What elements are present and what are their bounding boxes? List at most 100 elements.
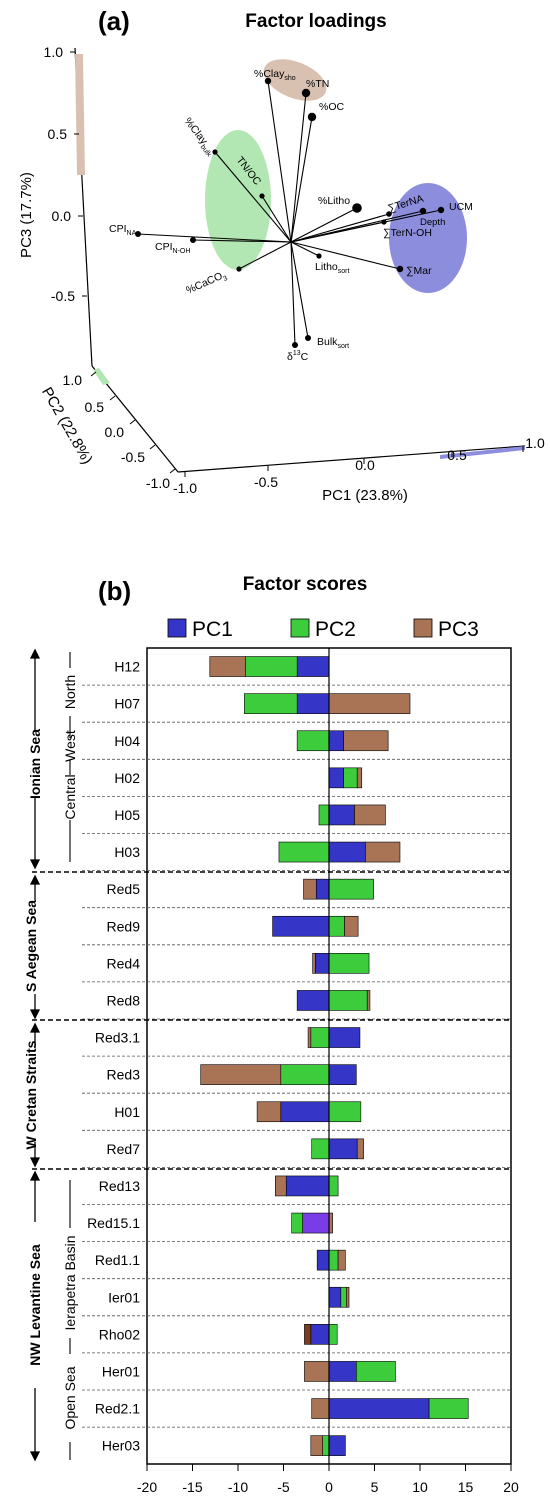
endpoint-bulk-sort [305, 335, 311, 341]
vector-litho [290, 207, 358, 243]
pc1-axis-label: PC1 (23.8%) [322, 487, 408, 504]
vector-tnoc [261, 195, 292, 243]
group-label-s-aegean-sea: S Aegean Sea [23, 900, 39, 992]
bar-pc2-h04 [296, 730, 330, 752]
bar-pc3-red3-1 [307, 1027, 312, 1048]
label-ternoh: ∑TerN-OH [383, 227, 432, 239]
bar-pc1-rho02 [310, 1324, 330, 1345]
endpoint-litho-sort [316, 253, 322, 259]
bar-pc1-red7 [328, 1138, 358, 1160]
pc1-tick-label: 0.0 [355, 457, 375, 473]
bar-pc1-h03 [328, 841, 366, 863]
legend-swatch-pc3 [413, 618, 433, 638]
bar-pc1-red4 [315, 953, 330, 974]
bar-pc2-red5 [328, 878, 374, 900]
label-tn: %TN [306, 78, 329, 90]
vector-endpoints [135, 77, 445, 348]
category-label: Red1.1 [95, 1252, 140, 1268]
endpoint-depth [419, 207, 427, 215]
category-label: Red9 [107, 918, 141, 934]
bar-pc2-red1-1 [328, 1249, 339, 1271]
bar-pc1-ier01 [328, 1286, 342, 1308]
bar-pc1-red15-1 [302, 1212, 330, 1234]
pc2-tick-label: 0.0 [105, 424, 125, 440]
legend-swatch-pc1 [167, 618, 187, 638]
vector-ternalk [290, 213, 390, 243]
x-tick-label: 10 [412, 1479, 428, 1495]
x-tick-label: -20 [137, 1479, 157, 1495]
bar-pc2-red8 [328, 990, 368, 1011]
bar-pc1-red9 [272, 915, 330, 937]
x-tick-label: 20 [503, 1479, 519, 1495]
legend-label-pc2: PC2 [315, 618, 356, 641]
bar-pc1-red2-1 [328, 1398, 430, 1419]
endpoint-cpi-na [135, 231, 141, 237]
bar-pc2-red3-1 [310, 1027, 330, 1048]
region-separators [32, 871, 511, 1170]
panel-b: (b) Factor scores PC1 PC2 PC3 H12H07H04H… [23, 574, 519, 1495]
pc3-cluster-ellipse [263, 59, 327, 101]
category-label: Red3 [107, 1067, 141, 1083]
pc3-projection-patch [75, 54, 85, 175]
bar-pc2-red13 [328, 1175, 339, 1197]
bar-pc2-red2-1 [428, 1398, 469, 1419]
bar-pc3-h04 [343, 730, 389, 752]
endpoint-oc [307, 112, 317, 122]
x-tick-label: -15 [182, 1479, 202, 1495]
pc2-axis-label: PC2 (22.8%) [38, 384, 96, 467]
bar-pc2-red4 [328, 953, 370, 974]
category-label: Red13 [99, 1178, 140, 1194]
endpoint-caco3 [236, 266, 242, 272]
label-litho-sort: Lithosort [315, 261, 350, 275]
x-tick-label: 5 [371, 1479, 379, 1495]
bar-pc3-red8 [366, 990, 371, 1011]
pc2-tick-label: 1.0 [63, 372, 83, 388]
bar-pc3-h01 [256, 1101, 282, 1123]
bar-pc3-red4 [312, 953, 316, 974]
label-depth: Depth [420, 217, 445, 228]
pc1-tick-label: 0.5 [447, 447, 467, 463]
category-label: H01 [114, 1104, 140, 1120]
subregion-label-ierapetra-basin: Ierapetra Basin [62, 1236, 78, 1331]
subregion-label-north: North [62, 675, 78, 709]
bar-pc2-h05 [318, 804, 330, 826]
panel-a-title: Factor loadings [245, 11, 386, 32]
label-bulk-sort: Bulksort [317, 336, 349, 350]
bar-pc1-h07 [296, 693, 330, 714]
bar-pc1-h01 [280, 1101, 330, 1123]
label-mar: ∑Mar [406, 265, 432, 277]
bar-pc1-her03 [328, 1435, 346, 1456]
pc1-axis [177, 445, 526, 473]
group-label-nw-levantine-sea: NW Levantine Sea [27, 1244, 43, 1366]
pc3-tick-label: -0.5 [51, 288, 75, 304]
bar-pc1-h12 [296, 656, 330, 677]
bar-pc1-red5 [315, 878, 330, 900]
bar-pc3-h03 [365, 841, 401, 863]
category-label: H05 [114, 807, 140, 823]
bar-pc3-her01 [304, 1361, 330, 1382]
endpoint-litho [352, 203, 362, 213]
pc3-ticks: 1.0 0.5 0.0 -0.5 [44, 44, 87, 304]
bar-pc1-h04 [328, 730, 344, 752]
category-label: Ier01 [108, 1289, 140, 1305]
category-label: H03 [114, 844, 140, 860]
bar-pc1-h05 [328, 804, 355, 826]
legend: PC1 PC2 PC3 [167, 618, 479, 641]
endpoint-d13c [292, 342, 298, 348]
bar-pc3-h12 [209, 656, 246, 677]
endpoint-clay-bulk [212, 149, 218, 155]
label-litho: %Litho [318, 195, 350, 207]
category-label: Red3.1 [95, 1030, 140, 1046]
label-oc: %OC [319, 101, 345, 113]
pc2-tick-label: -1.0 [146, 475, 170, 491]
x-tick-label: -5 [277, 1479, 290, 1495]
vector-tn [290, 92, 307, 243]
endpoint-clay-sho [264, 77, 272, 85]
bar-pc1-red1-1 [316, 1249, 330, 1271]
bar-pc2-rho02 [328, 1324, 338, 1345]
vector-ternoh [290, 221, 385, 243]
bar-pc1-red3 [328, 1064, 357, 1085]
category-label: Red4 [107, 955, 141, 971]
endpoint-ternoh [381, 219, 387, 225]
subregion-label-open-sea: Open Sea [62, 1366, 78, 1429]
